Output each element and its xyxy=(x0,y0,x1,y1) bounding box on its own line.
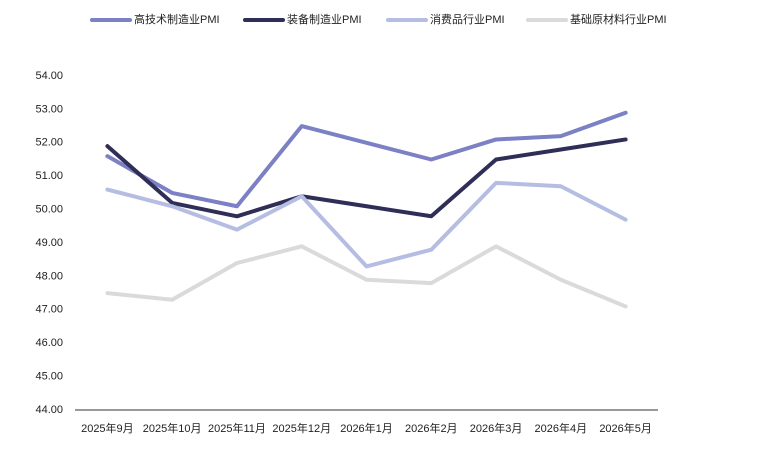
y-tick-label: 48.00 xyxy=(35,270,63,282)
y-tick-label: 51.00 xyxy=(35,170,63,182)
series-line xyxy=(105,180,628,269)
x-tick-label: 2026年3月 xyxy=(470,421,523,435)
series-line xyxy=(105,110,628,209)
x-tick-label: 2025年12月 xyxy=(272,421,331,435)
y-tick-label: 45.00 xyxy=(35,371,63,383)
y-tick-label: 44.00 xyxy=(35,404,63,416)
y-tick-label: 50.00 xyxy=(35,204,63,216)
x-tick-label: 2025年9月 xyxy=(81,421,134,435)
x-tick-label: 2026年1月 xyxy=(340,421,393,435)
x-tick-label: 2025年11月 xyxy=(208,421,266,435)
y-tick-label: 54.00 xyxy=(35,70,63,82)
legend-label: 高技术制造业PMI xyxy=(134,12,220,26)
x-tick-label: 2026年2月 xyxy=(405,421,458,435)
y-tick-label: 52.00 xyxy=(35,137,63,149)
series-line xyxy=(105,137,628,219)
series-line xyxy=(105,244,628,309)
legend-label: 消费品行业PMI xyxy=(430,12,505,26)
y-tick-label: 47.00 xyxy=(35,304,63,316)
y-tick-label: 49.00 xyxy=(35,237,63,249)
y-tick-label: 53.00 xyxy=(35,103,63,115)
x-tick-label: 2026年4月 xyxy=(535,421,588,435)
x-tick-label: 2026年5月 xyxy=(599,421,652,435)
x-tick-label: 2025年10月 xyxy=(143,421,202,435)
y-tick-label: 46.00 xyxy=(35,337,63,349)
legend-label: 装备制造业PMI xyxy=(287,12,362,26)
legend-label: 基础原材料行业PMI xyxy=(570,12,667,26)
